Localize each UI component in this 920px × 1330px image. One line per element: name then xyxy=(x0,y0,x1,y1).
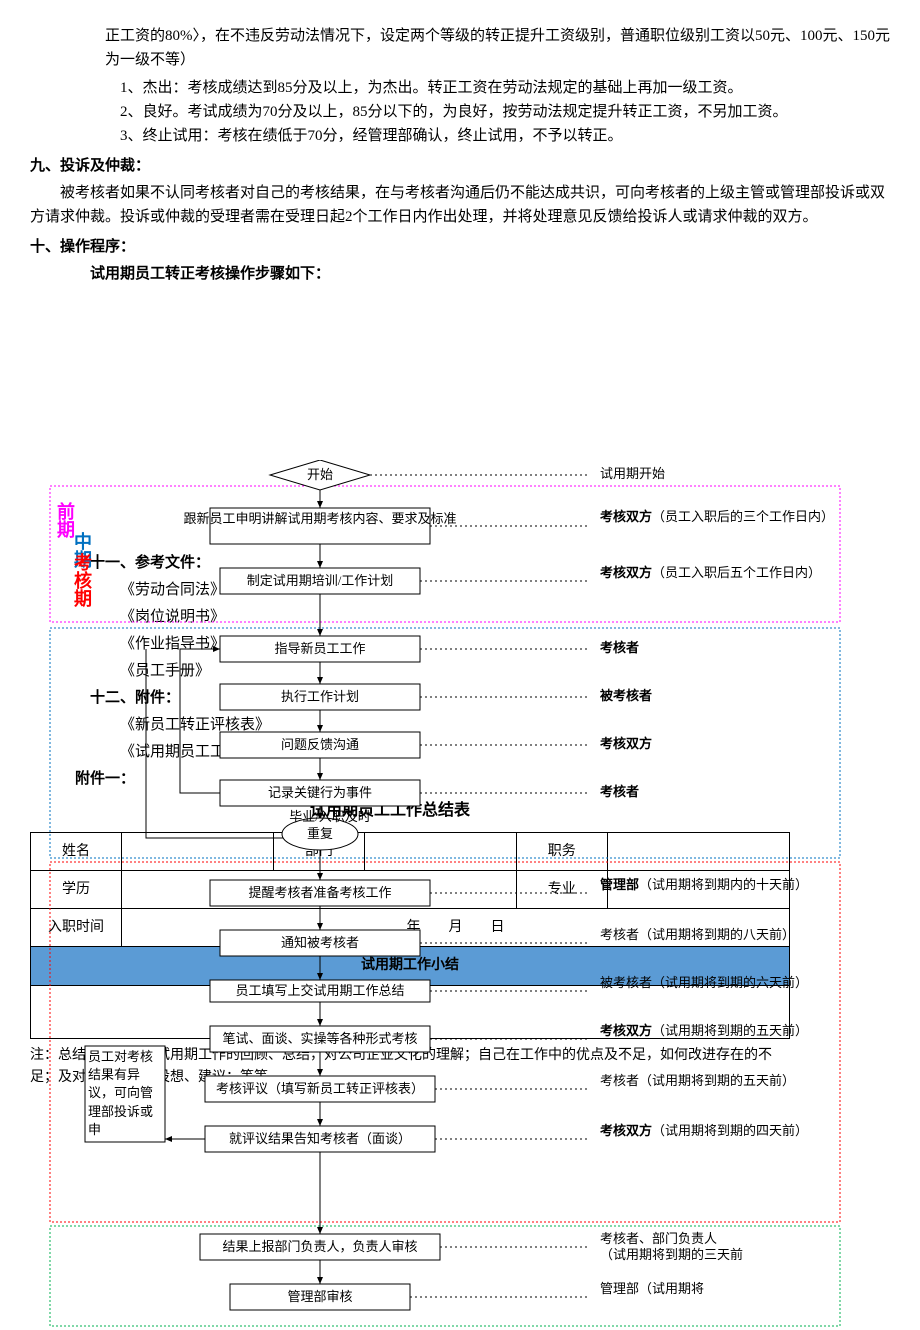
svg-text:管理部（试用期将: 管理部（试用期将 xyxy=(600,1281,704,1296)
svg-text:笔试、面谈、实操等各种形式考核: 笔试、面谈、实操等各种形式考核 xyxy=(222,1031,417,1046)
svg-text:考核者、部门负责人: 考核者、部门负责人 xyxy=(600,1231,717,1246)
svg-text:提醒考核者准备考核工作: 提醒考核者准备考核工作 xyxy=(248,885,391,900)
svg-text:就评议结果告知考核者（面谈）: 就评议结果告知考核者（面谈） xyxy=(229,1131,411,1146)
svg-text:结果上报部门负责人，负责人审核: 结果上报部门负责人，负责人审核 xyxy=(222,1239,417,1254)
i3: 3、终止试用：考核在绩低于70分，经管理部确认，终止试用，不予以转正。 xyxy=(120,124,890,148)
svg-text:开始: 开始 xyxy=(307,467,333,482)
i1: 1、杰出：考核成绩达到85分及以上，为杰出。转正工资在劳动法规定的基础上再加一级… xyxy=(120,76,890,100)
svg-text:考核双方（试用期将到期的五天前）: 考核双方（试用期将到期的五天前） xyxy=(600,1023,808,1038)
svg-text:考核者: 考核者 xyxy=(600,784,639,799)
svg-text:通知被考核者: 通知被考核者 xyxy=(281,935,359,950)
svg-text:执行工作计划: 执行工作计划 xyxy=(281,689,359,704)
svg-text:考核双方: 考核双方 xyxy=(600,736,652,751)
svg-text:员工填写上交试用期工作总结: 员工填写上交试用期工作总结 xyxy=(235,983,404,998)
flowchart: 前期 中期 考核期 开始 试用期开始 跟新员工申明讲解试用期考核内容、要求及标准… xyxy=(30,460,890,1330)
svg-text:跟新员工申明讲解试用期考核内容、要求及标准: 跟新员工申明讲解试用期考核内容、要求及标准 xyxy=(183,511,456,526)
svg-text:考核双方（员工入职后五个工作日内）: 考核双方（员工入职后五个工作日内） xyxy=(600,565,821,580)
svg-text:管理部（试用期将到期内的十天前）: 管理部（试用期将到期内的十天前） xyxy=(600,877,808,892)
svg-text:记录关键行为事件: 记录关键行为事件 xyxy=(268,785,372,800)
svg-text:制定试用期培训/工作计划: 制定试用期培训/工作计划 xyxy=(247,573,394,588)
svg-text:考核评议（填写新员工转正评核表）: 考核评议（填写新员工转正评核表） xyxy=(216,1081,424,1096)
svg-text:考核双方（员工入职后的三个工作日内）: 考核双方（员工入职后的三个工作日内） xyxy=(600,509,834,524)
svg-text:考核者: 考核者 xyxy=(600,640,639,655)
svg-text:毕业/入职及时: 毕业/入职及时 xyxy=(289,809,371,824)
svg-text:指导新员工工作: 指导新员工工作 xyxy=(274,641,365,656)
h10: 十、操作程序： xyxy=(30,235,890,256)
svg-text:考核期: 考核期 xyxy=(72,552,92,608)
p9: 被考核者如果不认同考核者对自己的考核结果，在与考核者沟通后仍不能达成共识，可向考… xyxy=(30,181,890,229)
svg-text:考核者（试用期将到期的五天前）: 考核者（试用期将到期的五天前） xyxy=(600,1073,795,1088)
i2: 2、良好。考试成绩为70分及以上，85分以下的，为良好，按劳动法规定提升转正工资… xyxy=(120,100,890,124)
svg-text:问题反馈沟通: 问题反馈沟通 xyxy=(281,737,359,752)
h9: 九、投诉及仲裁： xyxy=(30,154,890,175)
svg-text:试用期开始: 试用期开始 xyxy=(600,466,665,481)
svg-text:考核双方（试用期将到期的四天前）: 考核双方（试用期将到期的四天前） xyxy=(600,1123,808,1138)
p1: 正工资的80%〉，在不违反劳动法情况下，设定两个等级的转正提升工资级别，普通职位… xyxy=(105,24,890,72)
svg-text:被考核者: 被考核者 xyxy=(599,688,652,703)
svg-text:被考核者（试用期将到期的六天前）: 被考核者（试用期将到期的六天前） xyxy=(600,975,808,990)
svg-text:重复: 重复 xyxy=(307,826,333,841)
p10: 试用期员工转正考核操作步骤如下： xyxy=(90,262,890,286)
svg-text:（试用期将到期的三天前: （试用期将到期的三天前 xyxy=(600,1247,743,1262)
svg-text:考核者（试用期将到期的八天前）: 考核者（试用期将到期的八天前） xyxy=(600,927,795,942)
text-content: 正工资的80%〉，在不违反劳动法情况下，设定两个等级的转正提升工资级别，普通职位… xyxy=(30,24,890,286)
